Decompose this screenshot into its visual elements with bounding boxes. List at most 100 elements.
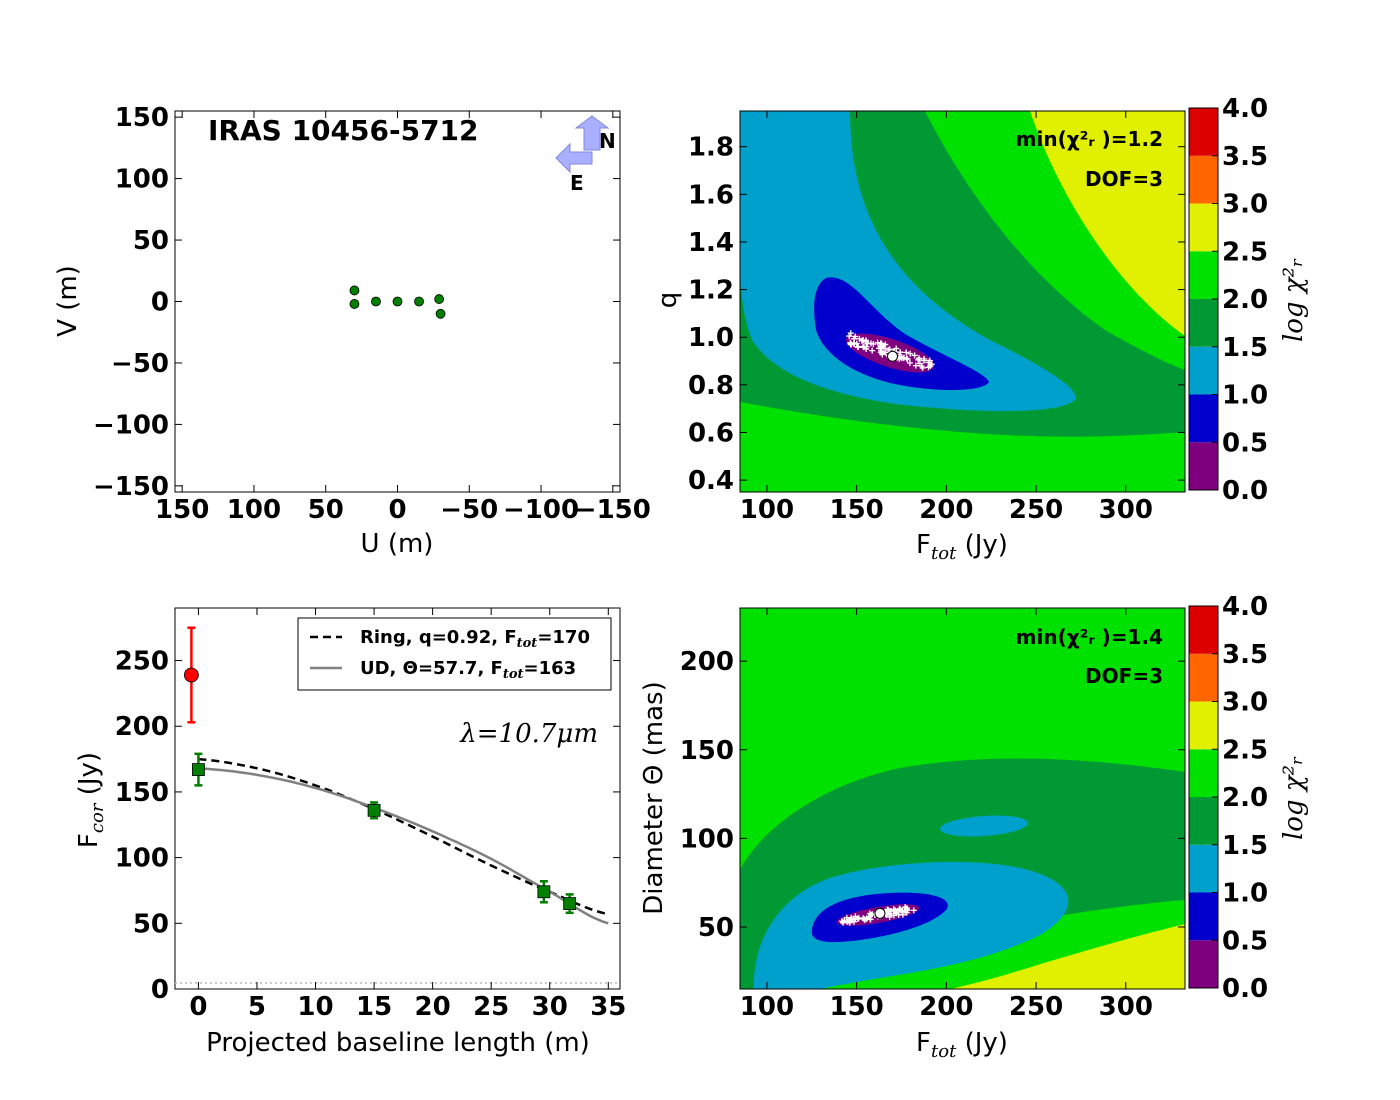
uv-y-tick-label: −150 xyxy=(93,472,169,502)
uv-point xyxy=(392,296,403,307)
flux-x-tick-label: 20 xyxy=(415,992,451,1022)
diameter-chi2-colorbar-tick-label: 1.0 xyxy=(1222,879,1268,909)
diameter-chi2-colorbar-band xyxy=(1189,749,1218,797)
q-chi2-colorbar-label: log χ²ᵣ xyxy=(1279,258,1309,342)
q-bootstrap-cross xyxy=(893,345,900,352)
legend-ring-name: Ring, q=0.92, F xyxy=(360,627,517,648)
flux-y-tick-label: 0 xyxy=(151,975,169,1005)
q-chi2-x-tick-label: 250 xyxy=(1009,495,1063,525)
uv-point xyxy=(371,296,381,307)
uv-points xyxy=(349,285,446,319)
diameter-chi2-colorbar-tick-label: 4.0 xyxy=(1222,592,1268,622)
uv-x-tick-label: 100 xyxy=(227,495,281,525)
q-chi2-colorbar-band xyxy=(1189,442,1218,490)
uv-x-label: U (m) xyxy=(361,529,434,559)
diameter-chi2-panel: 100 150 200 250 300 50 100 150 200 min(χ²ᵣ )=1.… xyxy=(639,592,1309,1062)
diameter-chi2-y-tick-label: 50 xyxy=(698,913,734,943)
q-chi2-y-tick-label: 0.8 xyxy=(688,371,734,401)
q-bootstrap-cross xyxy=(847,330,854,337)
diameter-chi2-colorbar-tick-label: 3.5 xyxy=(1222,640,1268,670)
d-bootstrap-cross xyxy=(840,919,847,926)
q-chi2-colorbar-band xyxy=(1189,155,1218,204)
q-bootstrap-cross xyxy=(847,339,854,346)
flux-y-ticks: 0 50 100 150 200 250 xyxy=(115,647,620,1005)
contour-level-0.5-q xyxy=(814,277,989,391)
q-chi2-colorbar: 0.0 0.5 1.0 1.5 2.0 2.5 3.0 3.5 4.0 xyxy=(1188,94,1268,506)
measurement-marker xyxy=(537,885,551,899)
flux-x-tick-label: 10 xyxy=(297,992,333,1022)
d-bootstrap-cross xyxy=(843,918,850,925)
diameter-chi2-colorbar-tick-label: 0.5 xyxy=(1222,926,1268,956)
q-chi2-x-label-unit: (Jy) xyxy=(956,530,1008,560)
q-bootstrap-cross xyxy=(869,347,876,354)
uv-point xyxy=(435,308,446,319)
q-chi2-colorbar-band xyxy=(1189,299,1218,347)
flux-y-label: Fcor (Jy) xyxy=(74,752,108,848)
legend-ring-end: =170 xyxy=(537,627,590,648)
uv-x-ticks: 150 100 50 0 −50 −100−150 xyxy=(155,111,651,525)
q-chi2-dof-annotation: DOF=3 xyxy=(1085,167,1163,191)
diameter-chi2-x-label: Ftot (Jy) xyxy=(916,1028,1008,1062)
contour-level-2.5-q xyxy=(1030,111,1185,336)
uv-x-tick-label: −100 xyxy=(503,495,579,525)
diameter-chi2-colorbar-label: log χ²ᵣ xyxy=(1279,756,1309,840)
diameter-chi2-y-ticks: 50 100 150 200 xyxy=(680,647,1185,943)
diameter-chi2-colorbar-band xyxy=(1189,844,1218,893)
diameter-chi2-x-tick-label: 200 xyxy=(919,992,973,1022)
diameter-chi2-colorbar-band xyxy=(1189,701,1218,750)
q-chi2-y-ticks: 0.4 0.6 0.8 1.0 1.2 1.4 1.6 1.8 xyxy=(688,133,1185,496)
q-bootstrap-cross xyxy=(916,360,923,367)
q-chi2-y-label: q xyxy=(653,292,683,309)
q-chi2-panel: 100 150 200 250 300 0.4 0.6 0.8 1.0 1.2 1.4 1.6 1.8… xyxy=(653,94,1309,564)
diameter-chi2-x-ticks: 100 150 200 250 300 xyxy=(740,608,1153,1022)
q-bootstrap-cross xyxy=(863,345,870,352)
d-bootstrap-cross xyxy=(861,917,868,924)
q-chi2-y-tick-label: 1.6 xyxy=(688,180,734,210)
q-bootstrap-cross xyxy=(912,362,919,369)
bootstrap-points-q xyxy=(846,330,935,371)
best-fit-marker-q xyxy=(887,350,899,362)
flux-y-tick-label: 100 xyxy=(115,844,169,874)
uv-y-tick-label: −50 xyxy=(111,349,169,379)
uv-point xyxy=(349,299,360,309)
bootstrap-points-d xyxy=(839,904,917,926)
compass: N E xyxy=(555,115,616,195)
diameter-chi2-colorbar-tick-label: 3.0 xyxy=(1222,688,1268,718)
q-chi2-colorbar-tick-label: 3.0 xyxy=(1222,190,1268,220)
diameter-chi2-x-tick-label: 100 xyxy=(740,992,794,1022)
uv-x-tick-label: −50 xyxy=(440,495,498,525)
q-bootstrap-cross xyxy=(860,343,867,350)
q-bootstrap-cross xyxy=(880,345,887,352)
q-bootstrap-cross xyxy=(882,341,889,348)
east-arrow-icon xyxy=(555,142,593,174)
q-chi2-colorbar-band xyxy=(1189,203,1218,252)
q-bootstrap-cross xyxy=(915,356,922,363)
legend-ring-sub: tot xyxy=(517,636,538,651)
d-bootstrap-cross xyxy=(890,906,897,913)
q-bootstrap-cross xyxy=(854,343,861,350)
flux-y-label-main: F xyxy=(74,833,104,848)
compass-north-label: N xyxy=(599,129,616,153)
q-bootstrap-cross xyxy=(856,335,863,342)
q-chi2-colorbar-tick-label: 0.5 xyxy=(1222,428,1268,458)
flux-x-tick-label: 5 xyxy=(248,992,266,1022)
uv-x-tick-label: −150 xyxy=(575,495,651,525)
q-bootstrap-cross xyxy=(879,351,886,358)
q-chi2-colorbar-band xyxy=(1189,108,1218,156)
flux-y-label-unit: (Jy) xyxy=(74,752,104,804)
d-bootstrap-cross xyxy=(887,910,894,917)
flux-x-tick-label: 30 xyxy=(532,992,568,1022)
q-chi2-x-ticks: 100 150 200 250 300 xyxy=(740,111,1153,525)
uv-point xyxy=(414,296,424,307)
diameter-chi2-x-label-unit: (Jy) xyxy=(956,1028,1008,1058)
diameter-chi2-colorbar-tick-label: 2.0 xyxy=(1222,783,1268,813)
d-bootstrap-cross xyxy=(886,913,893,920)
q-chi2-y-tick-label: 1.8 xyxy=(688,133,734,163)
diameter-chi2-y-tick-label: 150 xyxy=(680,736,734,766)
q-chi2-map xyxy=(740,111,1185,492)
flux-y-tick-label: 200 xyxy=(115,712,169,742)
uv-title: IRAS 10456-5712 xyxy=(208,114,479,147)
diameter-chi2-y-label: Diameter Θ (mas) xyxy=(639,681,669,914)
diameter-chi2-x-tick-label: 150 xyxy=(829,992,883,1022)
q-bootstrap-cross xyxy=(911,352,918,359)
